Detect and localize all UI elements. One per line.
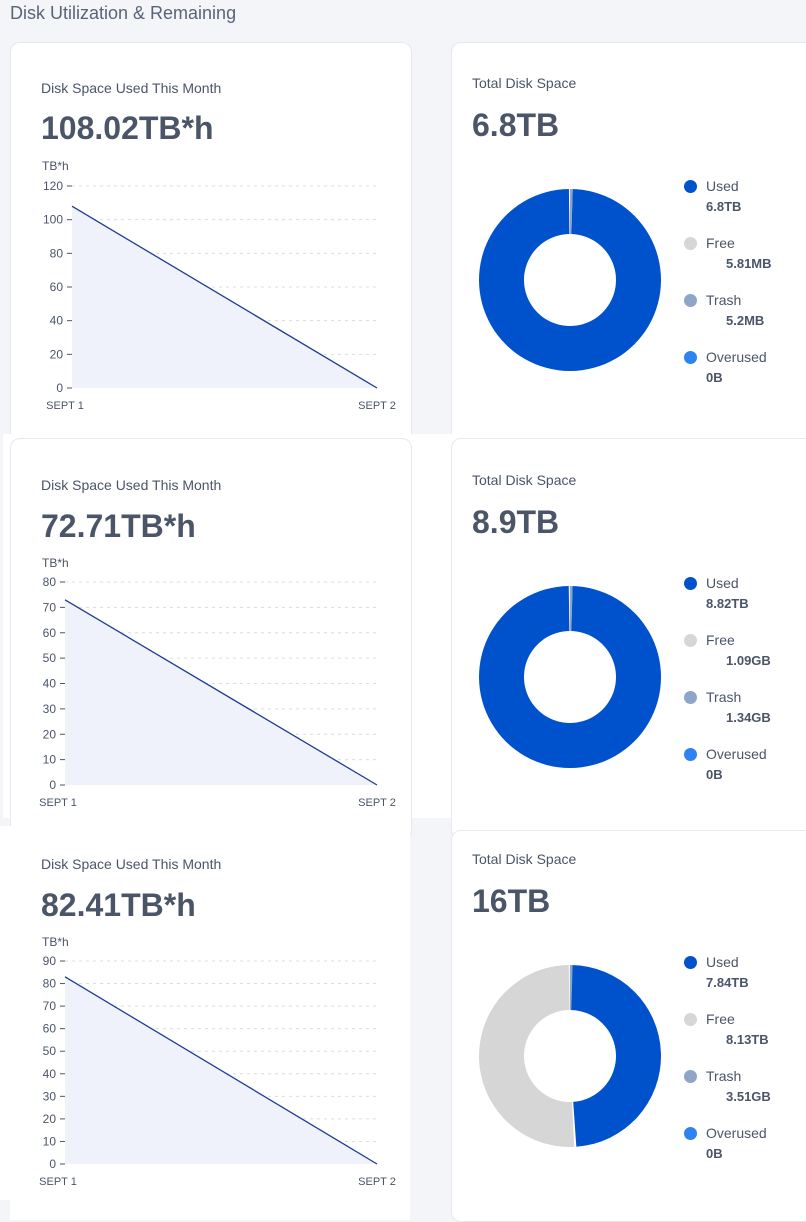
legend-label: Used xyxy=(706,575,739,591)
page-title: Disk Utilization & Remaining xyxy=(10,3,236,24)
usage-value: 108.02TB*h xyxy=(41,110,214,147)
legend-dot-free-icon xyxy=(684,634,697,647)
legend-value: 3.51GB xyxy=(726,1089,771,1104)
legend-value: 1.09GB xyxy=(726,653,771,668)
legend-value: 0B xyxy=(706,767,723,782)
legend-label: Trash xyxy=(706,292,741,308)
total-card xyxy=(451,438,806,840)
legend-dot-used-icon xyxy=(684,956,697,969)
usage-value: 72.71TB*h xyxy=(41,508,196,545)
legend-label: Trash xyxy=(706,1068,741,1084)
usage-card xyxy=(10,438,412,840)
total-disk-value: 8.9TB xyxy=(472,504,559,541)
usage-chart-title: Disk Space Used This Month xyxy=(41,80,221,96)
total-disk-title: Total Disk Space xyxy=(472,472,576,488)
legend-dot-overused-icon xyxy=(684,1127,697,1140)
legend-value: 0B xyxy=(706,370,723,385)
legend-value: 8.82TB xyxy=(706,596,749,611)
total-disk-value: 16TB xyxy=(472,883,550,920)
usage-chart-title: Disk Space Used This Month xyxy=(41,477,221,493)
legend-dot-used-icon xyxy=(684,577,697,590)
legend-label: Used xyxy=(706,954,739,970)
legend-value: 7.84TB xyxy=(706,975,749,990)
usage-value: 82.41TB*h xyxy=(41,887,196,924)
legend-value: 1.34GB xyxy=(726,710,771,725)
usage-card xyxy=(10,42,412,444)
total-card xyxy=(451,42,806,444)
legend-dot-trash-icon xyxy=(684,1070,697,1083)
legend-dot-overused-icon xyxy=(684,748,697,761)
legend-label: Overused xyxy=(706,1125,767,1141)
legend-dot-free-icon xyxy=(684,237,697,250)
legend-value: 5.2MB xyxy=(726,313,764,328)
total-disk-title: Total Disk Space xyxy=(472,851,576,867)
legend-label: Free xyxy=(706,235,735,251)
legend-value: 0B xyxy=(706,1146,723,1161)
legend-label: Free xyxy=(706,1011,735,1027)
legend-value: 5.81MB xyxy=(726,256,772,271)
legend-label: Overused xyxy=(706,349,767,365)
legend-value: 6.8TB xyxy=(706,199,741,214)
legend-dot-free-icon xyxy=(684,1013,697,1026)
legend-label: Overused xyxy=(706,746,767,762)
legend-dot-overused-icon xyxy=(684,351,697,364)
legend-label: Free xyxy=(706,632,735,648)
legend-value: 8.13TB xyxy=(726,1032,769,1047)
legend-label: Trash xyxy=(706,689,741,705)
usage-chart-title: Disk Space Used This Month xyxy=(41,856,221,872)
legend-label: Used xyxy=(706,178,739,194)
legend-dot-used-icon xyxy=(684,180,697,193)
legend-dot-trash-icon xyxy=(684,294,697,307)
total-disk-title: Total Disk Space xyxy=(472,75,576,91)
legend-dot-trash-icon xyxy=(684,691,697,704)
total-disk-value: 6.8TB xyxy=(472,107,559,144)
